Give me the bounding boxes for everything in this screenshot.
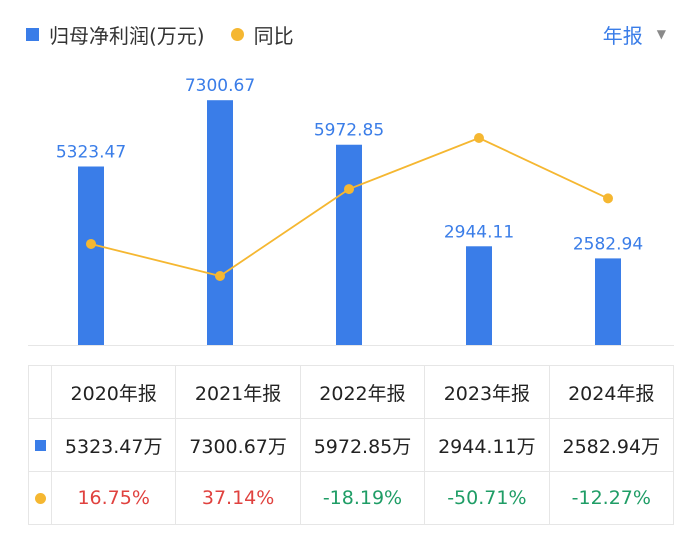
table-corner-cell xyxy=(28,365,52,419)
bar-data-label: 5972.85 xyxy=(314,121,384,141)
data-table: 2020年报 2021年报 2022年报 2023年报 2024年报 5323.… xyxy=(28,365,675,525)
table-header-cell: 2024年报 xyxy=(548,365,675,419)
table-header-cell: 2022年报 xyxy=(299,365,426,419)
table-cell: -18.19% xyxy=(299,471,426,525)
table-row-profit: 5323.47万 7300.67万 5972.85万 2944.11万 2582… xyxy=(28,418,675,472)
bar-data-label: 7300.67 xyxy=(185,76,255,96)
bar-data-label: 2582.94 xyxy=(573,234,643,254)
table-header-cell: 2021年报 xyxy=(175,365,301,419)
table-header-cell: 2023年报 xyxy=(424,365,550,419)
yoy-point[interactable] xyxy=(86,238,96,249)
caret-down-icon: ▼ xyxy=(656,27,666,41)
table-cell: 5972.85万 xyxy=(299,418,426,472)
table-cell: 2582.94万 xyxy=(548,418,675,472)
period-selector-label: 年报 xyxy=(602,23,643,48)
table-row-yoy: 16.75% 37.14% -18.19% -50.71% -12.27% xyxy=(28,471,675,525)
line-legend-label: 同比 xyxy=(253,23,294,48)
table-cell: 2944.11万 xyxy=(424,418,550,472)
table-cell: -50.71% xyxy=(424,471,550,525)
table-cell: 37.14% xyxy=(175,471,301,525)
bar-mark[interactable] xyxy=(466,246,492,345)
bar-mark[interactable] xyxy=(595,258,621,345)
line-legend-swatch xyxy=(230,27,244,41)
table-cell: 5323.47万 xyxy=(50,418,177,472)
table-cell: -12.27% xyxy=(548,471,675,525)
circle-marker-icon xyxy=(34,493,46,504)
square-marker-icon xyxy=(34,440,46,451)
combo-chart: 5323.47 7300.67 5972.85 2944.11 2582.94 xyxy=(28,76,674,346)
bar-legend-label: 归母净利润(万元) xyxy=(49,23,205,48)
bar-series-marker xyxy=(28,418,52,472)
yoy-point[interactable] xyxy=(603,193,613,204)
period-selector[interactable]: 年报 ▼ xyxy=(603,20,666,48)
yoy-point[interactable] xyxy=(215,271,225,281)
yoy-point[interactable] xyxy=(344,184,354,195)
bar-data-label: 2944.11 xyxy=(444,222,514,242)
table-header-cell: 2020年报 xyxy=(50,365,177,419)
bar-legend-swatch xyxy=(26,27,39,41)
bar-data-label: 5323.47 xyxy=(56,143,126,163)
table-header-row: 2020年报 2021年报 2022年报 2023年报 2024年报 xyxy=(28,365,675,419)
bar-mark[interactable] xyxy=(207,100,233,346)
table-cell: 7300.67万 xyxy=(175,418,301,472)
table-cell: 16.75% xyxy=(50,471,177,525)
line-series-marker xyxy=(28,471,52,525)
bar-mark[interactable] xyxy=(336,144,362,345)
chart-legend: 归母净利润(万元) 同比 xyxy=(26,20,294,48)
yoy-point[interactable] xyxy=(474,133,484,143)
bar-mark[interactable] xyxy=(78,166,104,345)
